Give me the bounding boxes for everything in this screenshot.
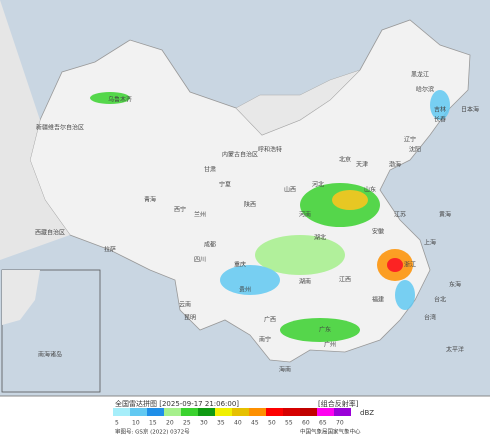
echo	[395, 280, 415, 310]
map-label: 黑龙江	[411, 71, 429, 79]
map-label: 呼和浩特	[258, 146, 282, 154]
map-label: 台湾	[424, 314, 436, 322]
map-label: 渤海	[389, 161, 401, 169]
map-label: 黄海	[439, 211, 451, 219]
legend-tick: 55	[285, 420, 293, 427]
mongolia	[235, 69, 361, 136]
map-label: 贵州	[239, 286, 251, 294]
map-label: 山西	[284, 186, 296, 194]
legend-product: [组合反射率]	[318, 399, 359, 408]
neighbor-land	[0, 0, 70, 260]
map-label: 广西	[264, 316, 276, 324]
legend-swatch	[317, 408, 334, 416]
map-label: 山东	[364, 186, 376, 194]
legend-tick: 25	[183, 420, 191, 427]
legend-tick: 10	[132, 420, 140, 427]
legend-tick: 35	[217, 420, 225, 427]
map-label: 福建	[372, 296, 384, 304]
legend-tick: 5	[115, 420, 119, 427]
map-label: 北京	[339, 156, 351, 164]
legend-swatch	[198, 408, 215, 416]
map-label: 陕西	[244, 201, 256, 209]
legend-unit: dBZ	[360, 409, 374, 417]
map-label: 云南	[179, 301, 191, 309]
echo	[90, 92, 130, 104]
legend-swatch	[130, 408, 147, 416]
map-label: 河北	[312, 181, 324, 189]
map-label: 广东	[319, 326, 331, 334]
legend-tick: 50	[268, 420, 276, 427]
map-label: 成都	[204, 241, 216, 249]
map-label: 江西	[339, 277, 351, 284]
map-label: 哈尔滨	[416, 86, 434, 94]
legend-swatch	[215, 408, 232, 416]
source: 中国气象局国家气象中心	[300, 428, 361, 436]
echo	[430, 90, 450, 120]
legend-swatch	[164, 408, 181, 416]
map-label: 天津	[356, 162, 368, 169]
map-label: 新疆维吾尔自治区	[36, 124, 84, 132]
echo	[220, 265, 280, 295]
map-label: 昆明	[184, 315, 196, 322]
map-label: 长春	[434, 116, 446, 124]
map-label: 甘肃	[204, 166, 216, 174]
legend-swatch	[181, 408, 198, 416]
legend-tick: 60	[302, 420, 310, 427]
radar-echoes	[90, 90, 450, 342]
legend-swatch	[300, 408, 317, 416]
map-label: 河南	[299, 211, 311, 219]
inset-land	[2, 270, 40, 325]
map-label: 吉林	[434, 106, 446, 114]
legend-tick: 70	[336, 420, 344, 427]
map-label: 辽宁	[404, 136, 416, 144]
map-label: 乌鲁木齐	[108, 96, 132, 104]
map-label: 海南	[279, 366, 291, 374]
map-label: 西藏自治区	[35, 229, 65, 237]
map-label: 江苏	[394, 211, 406, 219]
echo	[280, 318, 360, 342]
map-label: 沈阳	[409, 146, 421, 154]
map-label: 兰州	[194, 211, 206, 219]
legend-tick: 65	[319, 420, 327, 427]
map-label: 重庆	[234, 261, 246, 269]
legend-tick: 30	[200, 420, 208, 427]
map-label: 南宁	[259, 336, 271, 344]
legend-swatch	[249, 408, 266, 416]
legend-tick: 45	[251, 420, 259, 427]
legend-swatch	[283, 408, 300, 416]
legend-swatch	[266, 408, 283, 416]
legend-tick: 40	[234, 420, 242, 427]
legend-title: 全国雷达拼图 [2025-09-17 21:06:00]	[115, 399, 239, 408]
map-label: 湖北	[314, 234, 326, 242]
map-label: 上海	[424, 239, 436, 247]
map-label: 广州	[324, 341, 336, 349]
map-label: 青海	[144, 196, 156, 204]
map-label: 南海诸岛	[38, 351, 62, 359]
map-label: 拉萨	[104, 246, 116, 254]
echo	[387, 258, 403, 272]
legend-swatch	[113, 408, 130, 416]
map-label: 湖南	[299, 278, 311, 286]
legend-swatch	[232, 408, 249, 416]
legend-swatch	[147, 408, 164, 416]
legend-tick: 20	[166, 420, 174, 427]
map-label: 安徽	[372, 228, 384, 236]
legend-swatch	[334, 408, 351, 416]
map-label: 宁夏	[219, 181, 231, 189]
map-label: 台北	[434, 296, 446, 304]
legend-tick: 15	[149, 420, 157, 427]
map-label: 浙江	[404, 261, 416, 269]
map-label: 内蒙古自治区	[222, 151, 258, 159]
map-label: 四川	[194, 257, 206, 264]
echo	[255, 235, 345, 275]
approval-number: 审图号: GS京 (2022) 0372号	[115, 428, 190, 436]
map-label: 太平洋	[446, 346, 464, 354]
echo	[332, 190, 368, 210]
map-label: 东海	[449, 281, 461, 289]
map-label: 日本海	[461, 106, 479, 114]
map-label: 西宁	[174, 206, 186, 214]
